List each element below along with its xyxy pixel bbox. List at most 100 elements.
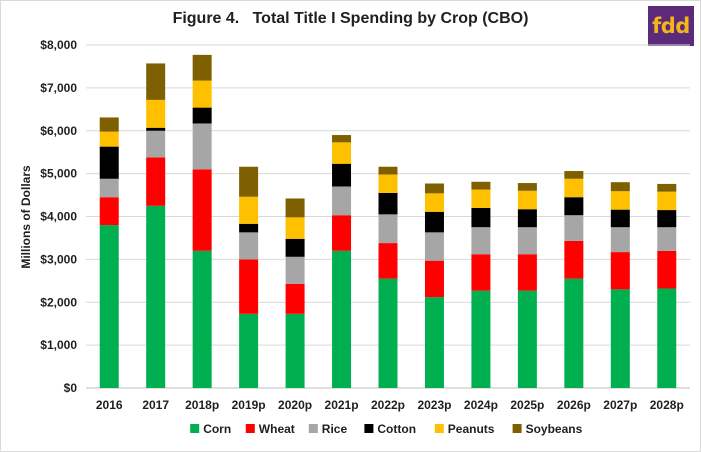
bar-peanuts-2017 [146,99,166,128]
y-tick-label: $4,000 [40,210,77,224]
bar-soybeans-2016 [99,117,119,132]
y-tick-label: $5,000 [40,167,77,181]
bar-wheat-2028p [657,250,677,289]
bar-corn-2023p [424,297,444,388]
legend-label-rice: Rice [322,422,348,436]
bar-cotton-2022p [378,192,398,215]
bar-wheat-2018p [192,169,212,251]
bar-stack-2023p [424,183,444,388]
chart-title: Figure 4. Total Title I Spending by Crop… [172,10,529,27]
legend-swatch-soybeans [512,424,522,433]
bar-stack-2028p [657,183,677,388]
bar-wheat-2021p [332,215,352,251]
legend-label-wheat: Wheat [259,422,295,436]
bar-cotton-2020p [285,238,305,257]
bar-cotton-2028p [657,210,677,228]
bar-peanuts-2023p [424,193,444,212]
bar-rice-2019p [239,232,259,260]
bar-peanuts-2020p [285,217,305,239]
bar-stack-2016 [99,117,119,388]
legend-label-soybeans: Soybeans [526,422,583,436]
x-axis-ticks: 2016 2017 2018p 2019p 2020p 2021p 2022p 2023p 20… [96,398,684,412]
bar-wheat-2022p [378,243,398,279]
legend-swatch-corn [190,424,200,433]
bar-stack-2021p [332,135,352,388]
bar-stack-2024p [471,181,491,388]
bars [99,54,677,388]
bar-soybeans-2018p [192,54,212,81]
bar-corn-2018p [192,250,212,388]
y-tick-label: $0 [64,381,78,395]
bar-stack-2018p [192,54,212,388]
bar-wheat-2016 [99,197,119,226]
bar-soybeans-2027p [610,182,630,192]
legend-swatch-rice [308,424,318,433]
x-tick-label: 2026p [557,398,591,412]
bar-wheat-2017 [146,157,166,206]
bar-wheat-2023p [424,260,444,298]
x-tick-label: 2028p [650,398,684,412]
bar-soybeans-2017 [146,63,166,100]
y-axis-title: Millions of Dollars [19,165,33,269]
bar-cotton-2026p [564,197,584,216]
bar-rice-2025p [517,227,537,255]
bar-peanuts-2027p [610,191,630,210]
bar-peanuts-2016 [99,131,119,147]
x-tick-label: 2019p [232,398,266,412]
x-tick-label: 2016 [96,398,123,412]
bar-stack-2017 [146,63,166,388]
logo-text: fdd [652,14,690,38]
y-tick-label: $8,000 [40,38,77,52]
y-tick-label: $2,000 [40,295,77,309]
x-tick-label: 2024p [464,398,498,412]
x-tick-label: 2020p [278,398,312,412]
x-tick-label: 2018p [185,398,219,412]
bar-peanuts-2021p [332,142,352,164]
y-tick-label: $6,000 [40,124,77,138]
bar-peanuts-2028p [657,191,677,211]
bar-rice-2026p [564,215,584,241]
x-tick-label: 2017 [142,398,169,412]
bar-stack-2025p [517,183,537,388]
bar-peanuts-2022p [378,174,398,193]
bar-corn-2021p [332,250,352,388]
bar-stack-2020p [285,198,305,388]
bar-stack-2019p [239,166,259,388]
legend-swatch-wheat [245,424,255,433]
bar-corn-2022p [378,278,398,388]
bar-cotton-2027p [610,209,630,228]
bar-wheat-2020p [285,283,305,314]
bar-corn-2027p [610,289,630,388]
y-axis-ticks: $0 $1,000 $2,000 $3,000 $4,000 $5,000 $6,000 $7… [40,38,77,395]
bar-soybeans-2019p [239,166,259,197]
legend-label-peanuts: Peanuts [448,422,495,436]
bar-wheat-2026p [564,240,584,279]
bar-soybeans-2024p [471,181,491,190]
bar-cotton-2025p [517,209,537,228]
bar-peanuts-2024p [471,189,491,208]
bar-corn-2020p [285,313,305,388]
bar-soybeans-2026p [564,171,584,179]
bar-cotton-2017 [146,127,166,131]
bar-wheat-2019p [239,259,259,314]
bar-cotton-2021p [332,163,352,187]
legend-label-cotton: Cotton [377,422,416,436]
bar-wheat-2024p [471,254,491,291]
bar-rice-2022p [378,214,398,244]
bar-soybeans-2028p [657,183,677,192]
bar-rice-2024p [471,227,491,255]
bar-wheat-2027p [610,252,630,290]
bar-stack-2026p [564,171,584,388]
legend: Corn Wheat Rice Cotton Peanuts Soybeans [190,422,583,436]
fdd-logo: fdd [648,6,694,46]
bar-cotton-2024p [471,207,491,228]
bar-peanuts-2026p [564,178,584,198]
bar-cotton-2016 [99,146,119,179]
bar-cotton-2019p [239,223,259,233]
bar-soybeans-2020p [285,198,305,218]
bar-rice-2017 [146,130,166,158]
bar-soybeans-2021p [332,135,352,143]
bar-peanuts-2019p [239,196,259,224]
x-tick-label: 2027p [603,398,637,412]
